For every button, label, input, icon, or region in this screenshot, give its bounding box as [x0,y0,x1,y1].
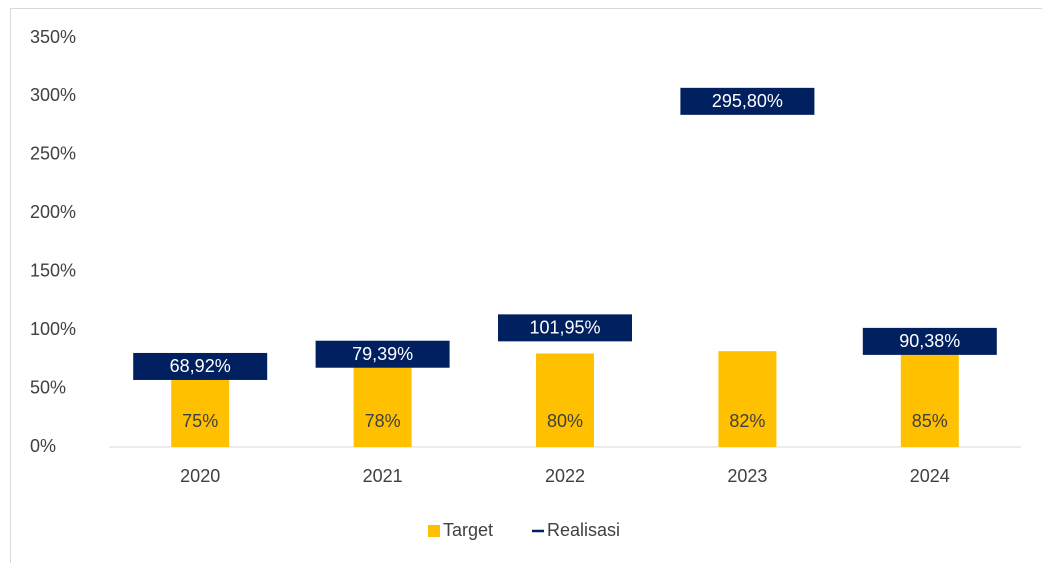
bar-value-label: 82% [729,411,765,431]
chart-frame [10,8,1042,563]
bar [718,351,777,447]
x-tick-label: 2020 [180,466,220,486]
realisasi-marker [680,87,815,115]
legend-swatch [428,525,440,537]
realisasi-value-label: 101,95% [529,318,600,338]
y-tick-label: 200% [30,202,76,222]
y-tick-label: 150% [30,260,76,280]
x-tick-label: 2022 [545,466,585,486]
y-tick-label: 300% [30,85,76,105]
y-tick-label: 50% [30,377,66,397]
realisasi-marker [315,340,450,368]
legend-label: Realisasi [547,520,620,540]
realisasi-value-label: 79,39% [352,344,413,364]
bar [536,353,594,447]
x-tick-label: 2024 [910,466,950,486]
bar [353,355,412,447]
y-tick-label: 0% [30,436,56,456]
realisasi-value-label: 90,38% [899,331,960,351]
x-tick-label: 2023 [727,466,767,486]
y-tick-label: 100% [30,319,76,339]
bar [900,347,959,447]
legend-label: Target [443,520,493,540]
realisasi-value-label: 68,92% [170,356,231,376]
x-tick-label: 2021 [363,466,403,486]
bar-value-label: 80% [547,411,583,431]
realisasi-marker [498,314,632,342]
bar-value-label: 78% [365,411,401,431]
bar-value-label: 75% [182,411,218,431]
bar-value-label: 85% [912,411,948,431]
realisasi-marker [862,327,997,355]
realisasi-marker [133,352,268,380]
y-tick-label: 350% [30,27,76,47]
realisasi-value-label: 295,80% [712,91,783,111]
y-tick-label: 250% [30,144,76,164]
